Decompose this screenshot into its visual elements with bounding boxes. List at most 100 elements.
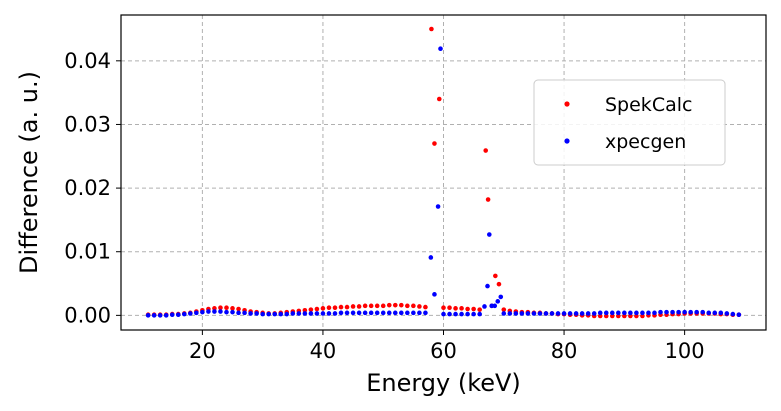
- xpecgen-point: [254, 311, 259, 316]
- xpecgen-point: [513, 311, 519, 316]
- xpecgen-point: [597, 310, 603, 316]
- xpecgen-point: [485, 283, 490, 289]
- xpecgen-point: [531, 311, 537, 316]
- spekcalc-point: [380, 303, 386, 309]
- spekcalc-point: [429, 26, 434, 32]
- spekcalc-point: [332, 305, 338, 311]
- xpecgen-point: [432, 292, 437, 297]
- x-tick-label: 20: [189, 339, 216, 363]
- x-axis-ticks: 20 40 60 80 100: [189, 330, 705, 363]
- xpecgen-point: [537, 311, 543, 316]
- spekcalc-point: [436, 96, 442, 102]
- spekcalc-point: [485, 197, 491, 202]
- xpecgen-point: [640, 310, 645, 316]
- xpecgen-point: [498, 294, 504, 300]
- spekcalc-point: [496, 281, 502, 287]
- spekcalc-point: [350, 304, 356, 309]
- xpecgen-point: [561, 311, 567, 316]
- spekcalc-point: [362, 303, 368, 309]
- spekcalc-point: [356, 304, 362, 309]
- xpecgen-point: [157, 313, 163, 318]
- xpecgen-point: [682, 309, 687, 315]
- xpecgen-point: [507, 311, 513, 316]
- spekcalc-point: [399, 302, 404, 308]
- xpecgen-point: [260, 311, 265, 317]
- xpecgen-point: [459, 311, 464, 317]
- spekcalc-point: [314, 306, 320, 312]
- xpecgen-point: [730, 311, 736, 317]
- spekcalc-point: [483, 148, 489, 153]
- xpecgen-point: [616, 310, 621, 316]
- xpecgen-point: [694, 309, 699, 315]
- y-tick-label: 0.03: [64, 112, 111, 136]
- spekcalc-point: [423, 304, 428, 310]
- xpecgen-point: [700, 309, 706, 315]
- xpecgen-point: [487, 232, 492, 237]
- xpecgen-point: [438, 46, 443, 52]
- x-tick-label: 100: [665, 339, 705, 363]
- xpecgen-point: [145, 313, 151, 318]
- xpecgen-point: [543, 311, 549, 316]
- xpecgen-point: [224, 309, 229, 315]
- xpecgen-point: [482, 304, 487, 309]
- spekcalc-point: [417, 304, 422, 309]
- spekcalc-point: [640, 313, 645, 319]
- xpecgen-point: [622, 310, 627, 316]
- x-axis-title: Energy (keV): [366, 369, 521, 397]
- xpecgen-point: [200, 309, 205, 315]
- xpecgen-point: [188, 311, 193, 316]
- spekcalc-point: [447, 305, 452, 311]
- spekcalc-point: [236, 306, 241, 312]
- xpecgen-point: [350, 310, 356, 316]
- spekcalc-point: [320, 306, 326, 311]
- xpecgen-point: [591, 311, 597, 316]
- xpecgen-point: [242, 310, 247, 316]
- xpecgen-point: [634, 310, 639, 316]
- xpecgen-point: [314, 311, 320, 316]
- xpecgen-point: [567, 311, 573, 316]
- spekcalc-point: [344, 304, 350, 310]
- spekcalc-point: [465, 306, 470, 312]
- xpecgen-point: [495, 299, 501, 304]
- spekcalc-point: [634, 313, 639, 319]
- xpecgen-point: [338, 310, 344, 316]
- spekcalc-point: [616, 313, 621, 319]
- xpecgen-point: [718, 310, 724, 316]
- xpecgen-point: [206, 309, 211, 314]
- xpecgen-point: [471, 311, 476, 317]
- xpecgen-point: [736, 312, 742, 318]
- xpecgen-point: [380, 310, 386, 316]
- legend-marker-spekcalc: [564, 101, 570, 107]
- xpecgen-point: [308, 311, 314, 316]
- xpecgen-point: [676, 309, 681, 315]
- y-tick-label: 0.00: [64, 303, 111, 327]
- xpecgen-point: [658, 309, 663, 315]
- xpecgen-point: [417, 310, 422, 316]
- xpecgen-point: [212, 309, 217, 314]
- legend-label-xpecgen: xpecgen: [605, 131, 686, 153]
- xpecgen-point: [652, 310, 657, 316]
- xpecgen-point: [453, 311, 458, 317]
- xpecgen-point: [302, 311, 308, 316]
- spekcalc-point: [392, 302, 398, 308]
- xpecgen-point: [706, 310, 712, 316]
- xpecgen-point: [405, 310, 410, 316]
- y-axis-title: Difference (a. u.): [15, 71, 43, 274]
- spekcalc-point: [603, 313, 609, 319]
- xpecgen-point: [344, 310, 350, 316]
- spekcalc-point: [326, 305, 332, 311]
- spekcalc-point: [302, 307, 308, 313]
- xpecgen-point: [609, 310, 615, 316]
- xpecgen-point: [326, 311, 332, 316]
- spekcalc-point: [453, 306, 458, 311]
- spekcalc-point: [230, 306, 235, 311]
- y-tick-label: 0.04: [64, 49, 111, 73]
- xpecgen-point: [248, 311, 253, 316]
- data-points: [145, 26, 742, 319]
- xpecgen-point: [272, 311, 278, 317]
- spekcalc-point: [338, 304, 344, 310]
- x-tick-label: 40: [310, 339, 337, 363]
- spekcalc-point: [411, 303, 416, 309]
- grid-lines: [121, 15, 766, 330]
- xpecgen-point: [392, 310, 398, 316]
